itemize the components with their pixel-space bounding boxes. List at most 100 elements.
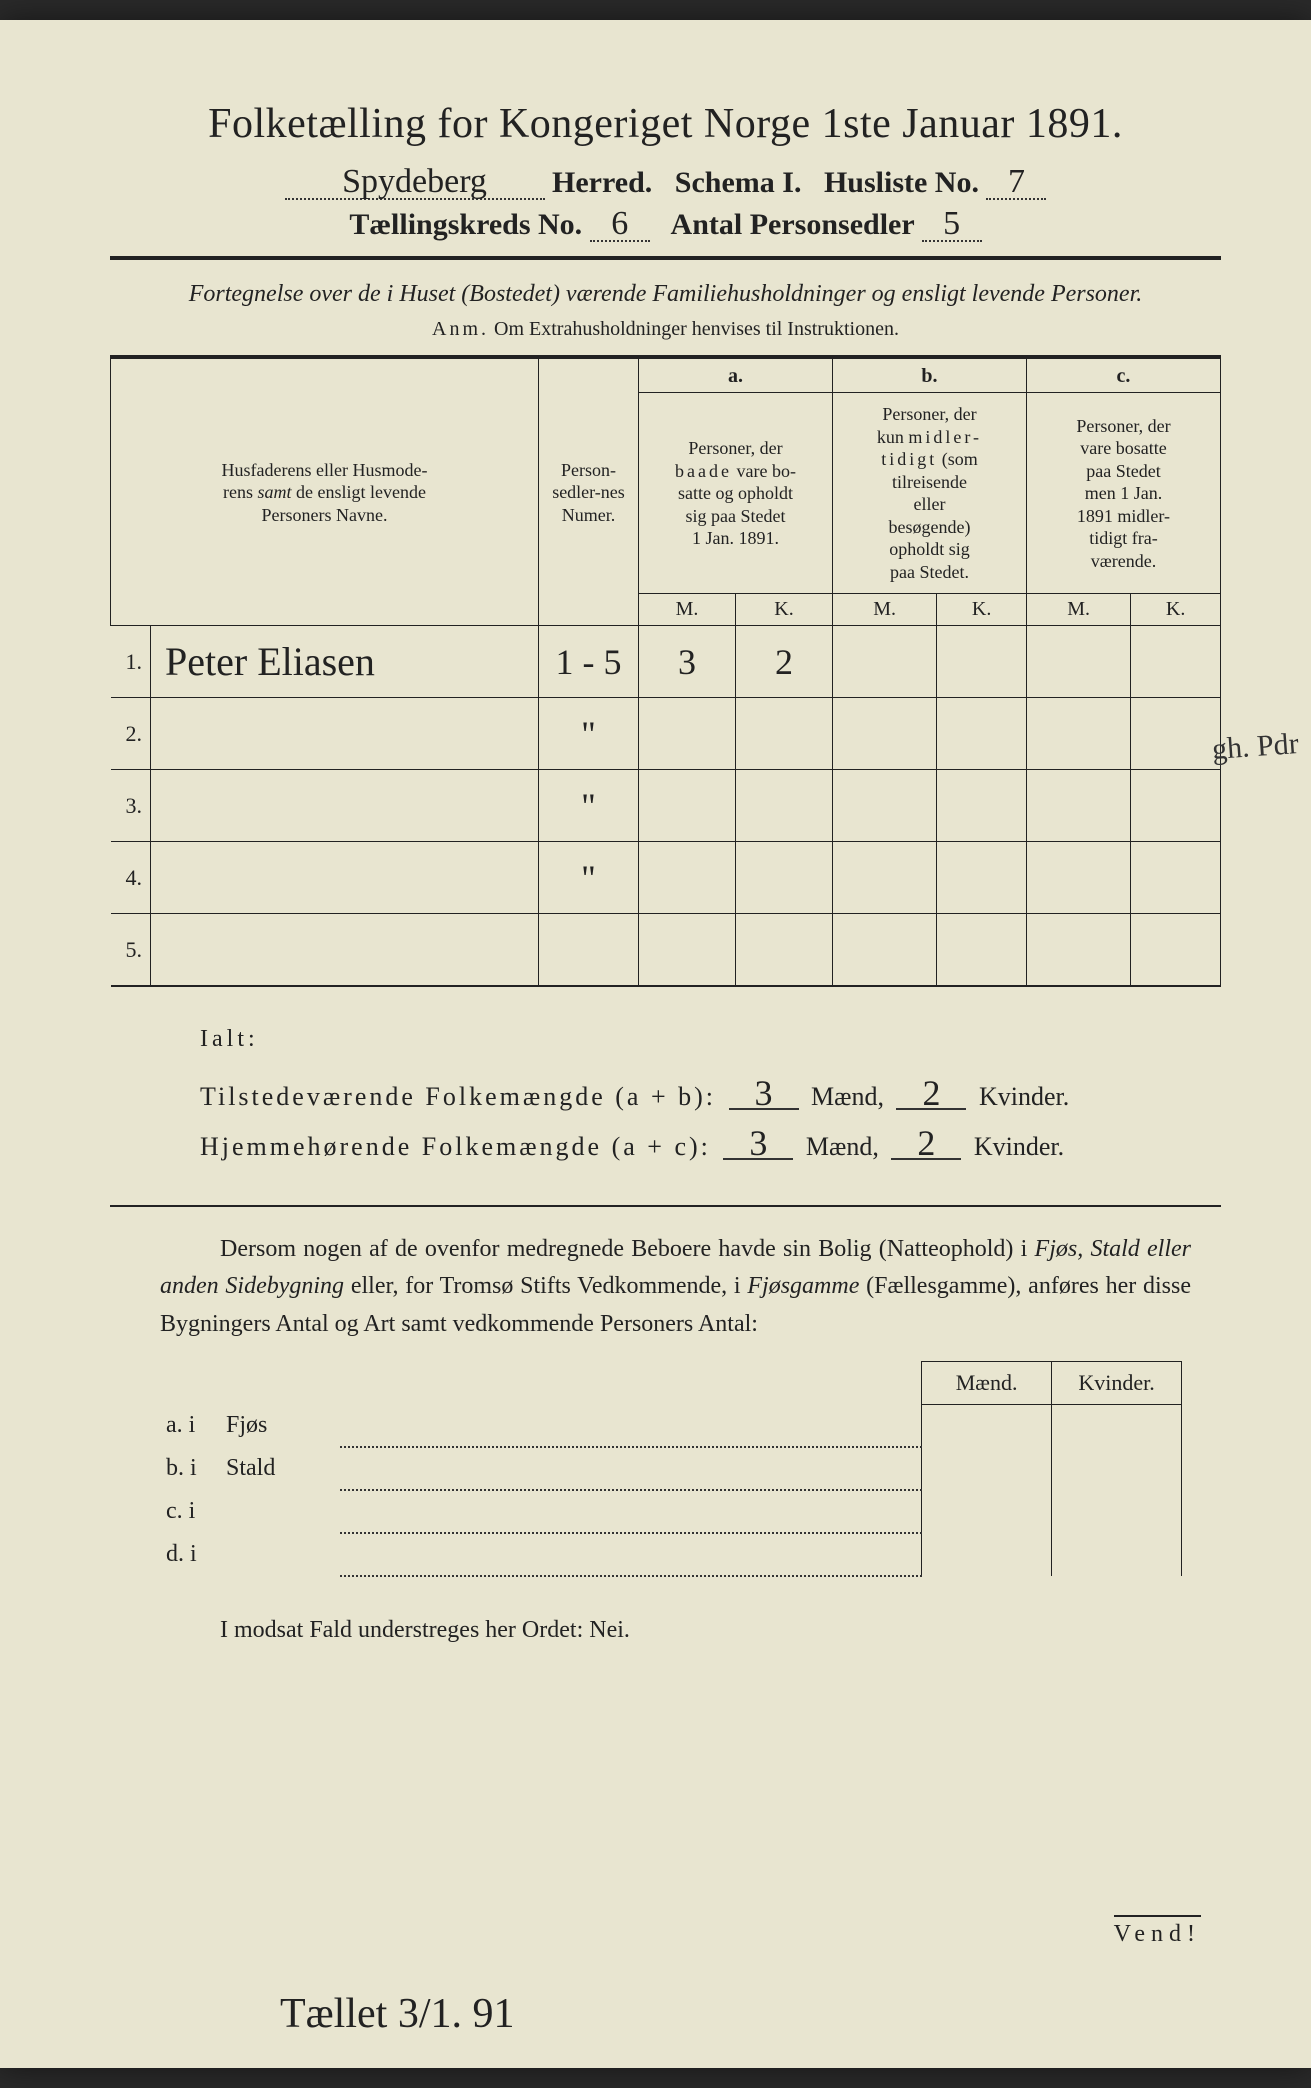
header-line-2: Tællingskreds No. 6 Antal Personsedler 5 bbox=[110, 208, 1221, 242]
a-k: K. bbox=[736, 594, 833, 626]
lower-row: b. i Stald bbox=[160, 1447, 1182, 1490]
row-ck bbox=[1131, 626, 1221, 698]
col-b-text: Personer, derkun midler-tidigt (somtilre… bbox=[877, 404, 982, 582]
totals-block: Ialt: Tilstedeværende Folkemængde (a + b… bbox=[200, 1017, 1221, 1171]
b-k: K. bbox=[937, 594, 1027, 626]
table-row: 5. bbox=[111, 914, 1221, 986]
row-num: 2. bbox=[111, 698, 151, 770]
lower-type bbox=[220, 1490, 340, 1533]
bottom-handwriting: Tællet 3/1. 91 bbox=[280, 1990, 515, 2038]
herred-value: Spydeberg bbox=[285, 167, 545, 200]
lower-type: Stald bbox=[220, 1447, 340, 1490]
lower-k bbox=[1052, 1447, 1182, 1490]
lower-m bbox=[922, 1490, 1052, 1533]
main-table: Husfaderens eller Husmode-rens samt de e… bbox=[110, 355, 1221, 987]
row-numer: 1 - 5 bbox=[539, 626, 639, 698]
lower-m bbox=[922, 1404, 1052, 1447]
census-form-page: Folketælling for Kongeriget Norge 1ste J… bbox=[0, 20, 1311, 2068]
row-cm bbox=[1026, 626, 1130, 698]
lower-dots bbox=[340, 1533, 922, 1576]
m2-value: 3 bbox=[723, 1129, 793, 1160]
lower-k bbox=[1052, 1490, 1182, 1533]
k2-value: 2 bbox=[891, 1129, 961, 1160]
lower-m bbox=[922, 1447, 1052, 1490]
row-name bbox=[151, 698, 539, 770]
rule-2 bbox=[110, 1205, 1221, 1207]
schema-label: Schema I. bbox=[675, 166, 802, 199]
herred-label: Herred. bbox=[552, 166, 652, 199]
row-num: 1. bbox=[111, 626, 151, 698]
row-name: Peter Eliasen bbox=[151, 626, 539, 698]
col-c-text: Personer, dervare bosattepaa Stedetmen 1… bbox=[1076, 416, 1170, 571]
c-m: M. bbox=[1026, 594, 1130, 626]
table-row: 3. " bbox=[111, 770, 1221, 842]
husliste-value: 7 bbox=[986, 167, 1046, 200]
col-c-label: c. bbox=[1026, 357, 1220, 393]
annotation-line: Anm. Om Extrahusholdninger henvises til … bbox=[110, 318, 1221, 341]
row-bk bbox=[937, 626, 1027, 698]
rule-1 bbox=[110, 256, 1221, 260]
anm-text: Om Extrahusholdninger henvises til Instr… bbox=[494, 318, 899, 340]
col-b-label: b. bbox=[833, 357, 1027, 393]
lower-lab: b. i bbox=[160, 1447, 220, 1490]
row-name bbox=[151, 914, 539, 986]
row-name bbox=[151, 842, 539, 914]
table-row: 4. " bbox=[111, 842, 1221, 914]
antal-value: 5 bbox=[922, 209, 982, 242]
totals-line-1: Tilstedeværende Folkemængde (a + b): 3 M… bbox=[200, 1072, 1221, 1121]
col2-head: Person-sedler-nes Numer. bbox=[539, 357, 639, 626]
lower-dots bbox=[340, 1490, 922, 1533]
row-num: 4. bbox=[111, 842, 151, 914]
antal-label: Antal Personsedler bbox=[671, 208, 915, 241]
table-row: 2. " bbox=[111, 698, 1221, 770]
kvinder-label: Kvinder. bbox=[974, 1132, 1064, 1161]
vend-label: Vend! bbox=[1114, 1915, 1201, 1948]
husliste-label: Husliste No. bbox=[824, 166, 979, 199]
lower-lab: a. i bbox=[160, 1404, 220, 1447]
col1-head: Husfaderens eller Husmode-rens samt de e… bbox=[222, 460, 428, 525]
lower-dots bbox=[340, 1404, 922, 1447]
kvinder-label: Kvinder. bbox=[979, 1082, 1069, 1111]
lower-k bbox=[1052, 1404, 1182, 1447]
subtitle: Fortegnelse over de i Huset (Bostedet) v… bbox=[110, 278, 1221, 310]
lower-type: Fjøs bbox=[220, 1404, 340, 1447]
row-ak: 2 bbox=[736, 626, 833, 698]
instruction-paragraph: Dersom nogen af de ovenfor medregnede Be… bbox=[160, 1231, 1191, 1343]
kreds-value: 6 bbox=[590, 209, 650, 242]
nei-line: I modsat Fald understreges her Ordet: Ne… bbox=[220, 1617, 1221, 1644]
row-bm bbox=[833, 626, 937, 698]
row-am: 3 bbox=[639, 626, 736, 698]
lower-dots bbox=[340, 1447, 922, 1490]
m1-value: 3 bbox=[729, 1079, 799, 1110]
lower-row: a. i Fjøs bbox=[160, 1404, 1182, 1447]
table-row: 1. Peter Eliasen 1 - 5 3 2 bbox=[111, 626, 1221, 698]
col-a-label: a. bbox=[639, 357, 833, 393]
lower-row: c. i bbox=[160, 1490, 1182, 1533]
a-m: M. bbox=[639, 594, 736, 626]
col-a-text: Personer, derbaade vare bo-satte og opho… bbox=[675, 438, 796, 548]
lower-k bbox=[1052, 1533, 1182, 1576]
margin-note: gh. Pdr bbox=[1211, 727, 1300, 767]
ialt-label: Ialt: bbox=[200, 1017, 1221, 1063]
row-num: 5. bbox=[111, 914, 151, 986]
lower-table: Mænd. Kvinder. a. i Fjøs b. i Stald c. i… bbox=[160, 1361, 1182, 1578]
maend-label: Mænd, bbox=[806, 1132, 879, 1161]
line2-label: Hjemmehørende Folkemængde (a + c): bbox=[200, 1132, 711, 1161]
row-name bbox=[151, 770, 539, 842]
k1-value: 2 bbox=[896, 1079, 966, 1110]
maend-label: Mænd, bbox=[811, 1082, 884, 1111]
header-line-1: Spydeberg Herred. Schema I. Husliste No.… bbox=[110, 166, 1221, 200]
page-title: Folketælling for Kongeriget Norge 1ste J… bbox=[110, 100, 1221, 148]
lower-row: d. i bbox=[160, 1533, 1182, 1576]
lower-maend-head: Mænd. bbox=[922, 1361, 1052, 1404]
lower-type bbox=[220, 1533, 340, 1576]
line1-label: Tilstedeværende Folkemængde (a + b): bbox=[200, 1082, 716, 1111]
lower-kvinder-head: Kvinder. bbox=[1052, 1361, 1182, 1404]
c-k: K. bbox=[1131, 594, 1221, 626]
totals-line-2: Hjemmehørende Folkemængde (a + c): 3 Mæn… bbox=[200, 1122, 1221, 1171]
lower-lab: d. i bbox=[160, 1533, 220, 1576]
lower-m bbox=[922, 1533, 1052, 1576]
row-num: 3. bbox=[111, 770, 151, 842]
kreds-label: Tællingskreds No. bbox=[349, 208, 582, 241]
b-m: M. bbox=[833, 594, 937, 626]
